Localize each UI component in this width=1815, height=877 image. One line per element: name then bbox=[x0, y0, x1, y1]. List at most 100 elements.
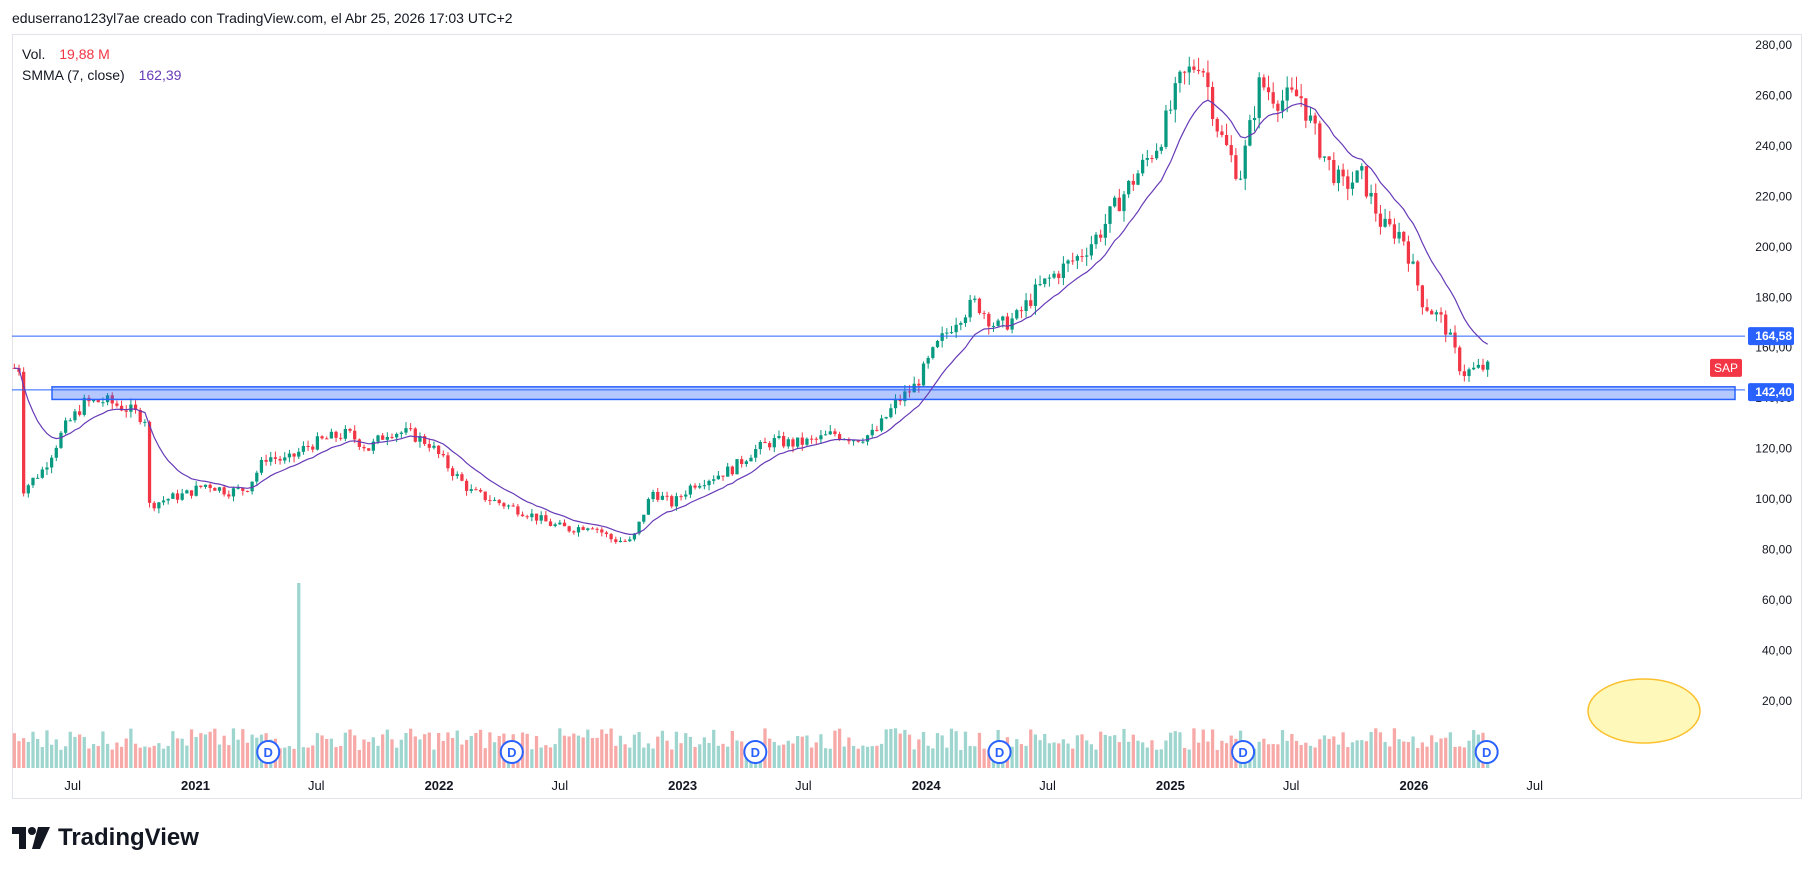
chart-frame[interactable] bbox=[12, 34, 1802, 799]
candle bbox=[959, 321, 963, 331]
candle bbox=[567, 525, 571, 533]
candle bbox=[1103, 213, 1107, 246]
candle bbox=[782, 431, 786, 449]
volume-bar bbox=[1388, 746, 1392, 768]
volume-bar bbox=[1201, 729, 1205, 768]
candle bbox=[651, 489, 655, 502]
candle bbox=[189, 490, 194, 499]
volume-bar bbox=[1196, 742, 1201, 768]
candle bbox=[660, 491, 665, 501]
volume-legend[interactable]: Vol. 19,88 M bbox=[22, 44, 191, 65]
dividend-marker[interactable]: D bbox=[256, 740, 281, 764]
candle bbox=[460, 472, 464, 482]
volume-bar bbox=[87, 748, 91, 768]
svg-text:D: D bbox=[264, 745, 273, 760]
volume-bar bbox=[1113, 735, 1117, 768]
candle bbox=[1271, 82, 1275, 109]
volume-bar bbox=[959, 749, 963, 768]
volume-bar bbox=[175, 738, 180, 768]
candle bbox=[315, 432, 320, 451]
volume-bar bbox=[590, 738, 595, 768]
candle bbox=[921, 361, 926, 386]
candle bbox=[991, 322, 996, 333]
smma-legend[interactable]: SMMA (7, close) 162,39 bbox=[22, 65, 191, 86]
candle bbox=[814, 436, 818, 445]
volume-bar bbox=[381, 734, 385, 768]
volume-bar bbox=[987, 749, 991, 768]
candle bbox=[572, 530, 576, 535]
candle bbox=[1099, 229, 1103, 243]
support-zone-rect[interactable] bbox=[51, 386, 1736, 401]
candle bbox=[474, 486, 478, 491]
dividend-marker[interactable]: D bbox=[743, 740, 768, 764]
volume-bar bbox=[217, 744, 222, 768]
volume-bar bbox=[189, 729, 194, 768]
symbol-tag[interactable]: SAP bbox=[1710, 358, 1742, 377]
volume-bar bbox=[1313, 747, 1317, 768]
volume-bar bbox=[1402, 741, 1406, 768]
candle bbox=[367, 448, 371, 452]
price-tag-upper[interactable]: 164,58 bbox=[1748, 327, 1794, 346]
volume-bar bbox=[1462, 747, 1466, 768]
volume-bar bbox=[208, 731, 212, 768]
volume-bar bbox=[1472, 730, 1476, 768]
candle bbox=[301, 441, 306, 455]
candle bbox=[353, 425, 357, 443]
candle bbox=[1052, 270, 1056, 280]
indicator-legend: Vol. 19,88 M SMMA (7, close) 162,39 bbox=[22, 44, 191, 86]
dividend-marker[interactable]: D bbox=[499, 740, 524, 764]
volume-bar bbox=[166, 745, 170, 768]
volume-bar bbox=[973, 746, 977, 768]
volume-bar bbox=[297, 583, 301, 768]
candle bbox=[525, 514, 529, 520]
smma-path bbox=[14, 99, 1489, 536]
volume-bar bbox=[1271, 744, 1275, 768]
volume-bar bbox=[1322, 735, 1327, 768]
candle bbox=[828, 425, 832, 436]
candle bbox=[217, 486, 222, 493]
volume-bar bbox=[325, 739, 329, 768]
candle bbox=[1327, 156, 1331, 171]
volume-bar bbox=[1127, 741, 1131, 768]
volume-bar bbox=[600, 729, 604, 768]
candle bbox=[1467, 367, 1471, 382]
candle bbox=[618, 537, 623, 543]
volume-bar bbox=[1150, 740, 1154, 768]
dividend-marker[interactable]: D bbox=[987, 740, 1012, 764]
volume-bar bbox=[847, 737, 851, 768]
candle bbox=[754, 444, 758, 462]
candle bbox=[670, 494, 674, 509]
candle bbox=[744, 459, 748, 467]
candle bbox=[1453, 325, 1457, 354]
dividend-marker[interactable]: D bbox=[1231, 740, 1256, 764]
candle bbox=[1196, 57, 1201, 75]
volume-bar bbox=[395, 747, 399, 768]
tradingview-logo[interactable]: TradingView bbox=[12, 824, 199, 852]
candle bbox=[1304, 98, 1308, 129]
volume-bar bbox=[54, 739, 58, 768]
candle bbox=[124, 405, 128, 418]
candle bbox=[1406, 235, 1411, 272]
candle bbox=[530, 509, 534, 522]
volume-bar bbox=[954, 731, 958, 768]
volume-highlight[interactable] bbox=[1587, 678, 1701, 744]
time-tick: Jul bbox=[1526, 778, 1543, 793]
volume-bar bbox=[96, 746, 100, 768]
volume-bar bbox=[861, 745, 865, 768]
volume-bar bbox=[1434, 742, 1439, 768]
candle bbox=[63, 417, 68, 435]
candle bbox=[1155, 143, 1159, 161]
volume-bar bbox=[203, 734, 208, 768]
candle bbox=[1178, 70, 1182, 93]
time-tick: 2023 bbox=[668, 778, 697, 793]
candle bbox=[609, 532, 613, 543]
volume-bar bbox=[446, 732, 450, 768]
volume-bar bbox=[59, 749, 63, 768]
candle bbox=[241, 487, 245, 496]
price-tag-lower[interactable]: 142,40 bbox=[1748, 383, 1794, 402]
candle bbox=[395, 432, 399, 443]
svg-text:D: D bbox=[995, 745, 1004, 760]
volume-bar bbox=[833, 730, 837, 768]
dividend-marker[interactable]: D bbox=[1474, 740, 1499, 764]
